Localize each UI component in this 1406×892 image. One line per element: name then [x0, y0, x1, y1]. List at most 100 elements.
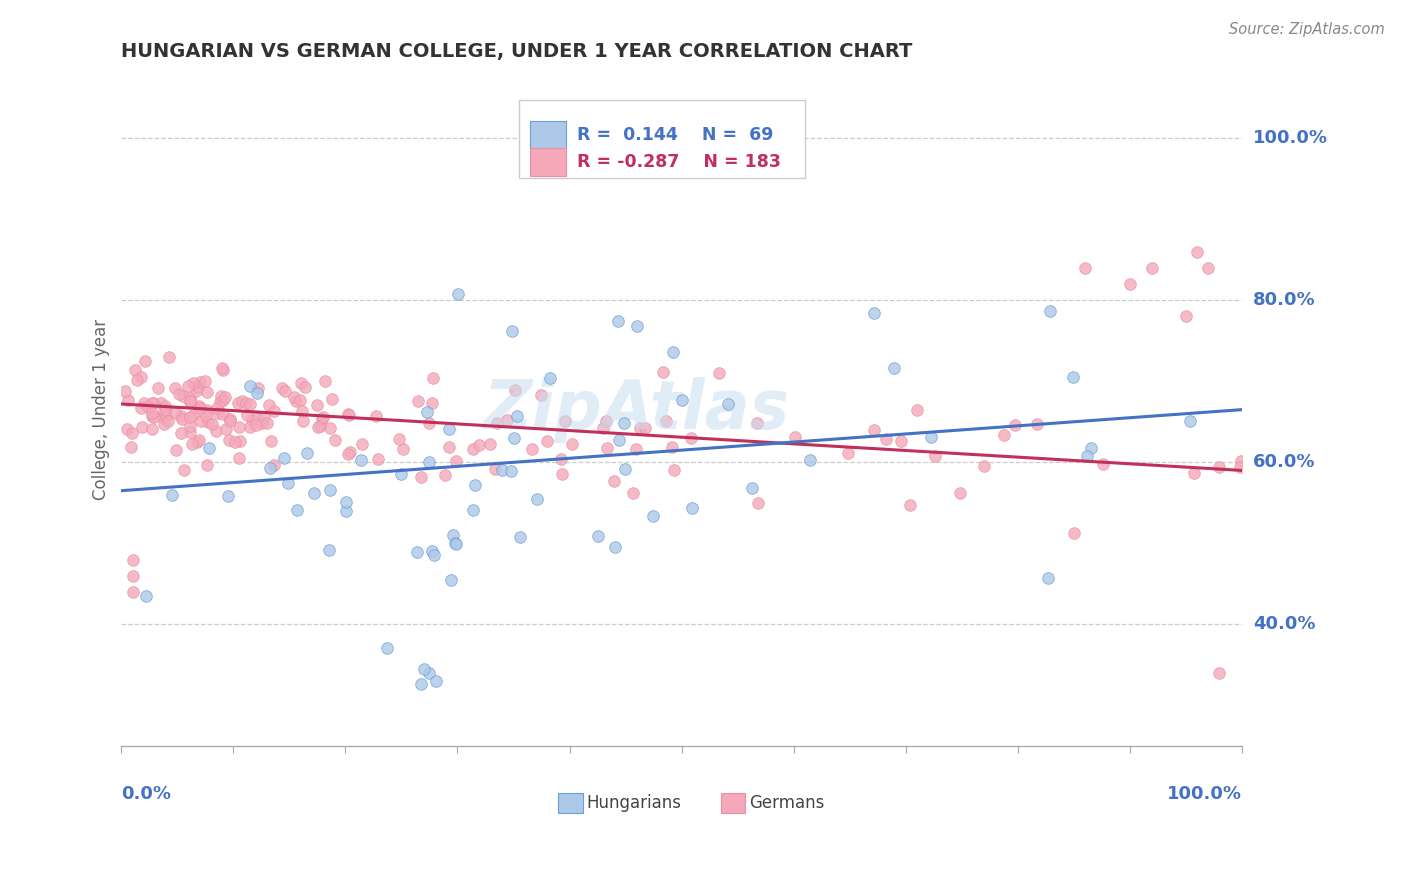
- Germans: [172, 389, 194, 403]
- Germans: [177, 379, 200, 393]
- Hungarians: [197, 441, 219, 455]
- Germans: [188, 401, 211, 415]
- Hungarians: [446, 537, 468, 551]
- Germans: [655, 414, 678, 428]
- Hungarians: [444, 535, 467, 549]
- Germans: [186, 434, 208, 449]
- Germans: [153, 417, 176, 432]
- Germans: [180, 395, 202, 409]
- Germans: [201, 417, 224, 431]
- Hungarians: [1178, 414, 1201, 428]
- Germans: [131, 419, 153, 434]
- Hungarians: [503, 431, 526, 445]
- Germans: [215, 422, 238, 436]
- Germans: [603, 474, 626, 488]
- Hungarians: [509, 530, 531, 544]
- Germans: [240, 413, 263, 427]
- Germans: [337, 446, 360, 460]
- Hungarians: [420, 544, 443, 558]
- Germans: [263, 458, 285, 472]
- Germans: [496, 413, 519, 427]
- Germans: [418, 416, 440, 430]
- Germans: [530, 388, 553, 402]
- Hungarians: [1062, 370, 1084, 384]
- Germans: [181, 376, 204, 390]
- Germans: [125, 373, 148, 387]
- Germans: [231, 393, 253, 408]
- Germans: [596, 441, 619, 455]
- Germans: [239, 419, 262, 434]
- Germans: [179, 419, 201, 434]
- Germans: [236, 409, 259, 423]
- Hungarians: [1038, 571, 1060, 585]
- Germans: [434, 467, 457, 482]
- Text: R =  0.144    N =  69: R = 0.144 N = 69: [578, 126, 773, 145]
- Germans: [550, 452, 572, 467]
- Germans: [479, 437, 502, 451]
- Germans: [165, 442, 187, 457]
- Germans: [250, 416, 273, 430]
- Germans: [218, 433, 240, 447]
- Germans: [141, 406, 163, 420]
- Germans: [307, 420, 329, 434]
- Germans: [229, 434, 252, 449]
- Text: Germans: Germans: [749, 794, 824, 812]
- Hungarians: [277, 475, 299, 490]
- Hungarians: [405, 545, 427, 559]
- Germans: [890, 434, 912, 449]
- Germans: [707, 366, 730, 380]
- Germans: [311, 412, 333, 426]
- Germans: [783, 429, 806, 443]
- Germans: [121, 585, 143, 599]
- Germans: [224, 434, 246, 449]
- Hungarians: [423, 549, 446, 563]
- Text: 80.0%: 80.0%: [1253, 292, 1316, 310]
- Hungarians: [586, 529, 609, 543]
- Germans: [155, 400, 177, 414]
- Hungarians: [162, 488, 184, 502]
- Germans: [209, 395, 232, 409]
- Germans: [212, 407, 235, 421]
- Germans: [652, 365, 675, 379]
- Germans: [747, 495, 769, 509]
- Germans: [446, 454, 468, 468]
- Germans: [257, 398, 280, 412]
- Hungarians: [717, 397, 740, 411]
- Germans: [949, 486, 972, 500]
- Germans: [153, 405, 176, 419]
- Germans: [260, 434, 283, 449]
- Germans: [129, 369, 152, 384]
- Hungarians: [538, 371, 561, 385]
- Germans: [169, 409, 191, 424]
- Germans: [274, 384, 297, 399]
- Germans: [172, 411, 194, 425]
- Text: Source: ZipAtlas.com: Source: ZipAtlas.com: [1229, 22, 1385, 37]
- Germans: [194, 374, 217, 388]
- Germans: [205, 401, 228, 416]
- Text: R = -0.287    N = 183: R = -0.287 N = 183: [578, 153, 782, 171]
- Germans: [898, 499, 921, 513]
- Hungarians: [440, 573, 463, 587]
- Germans: [283, 390, 305, 404]
- Text: 0.0%: 0.0%: [121, 785, 172, 803]
- Germans: [1174, 310, 1197, 324]
- Text: Hungarians: Hungarians: [586, 794, 682, 812]
- Germans: [1091, 457, 1114, 471]
- Germans: [290, 376, 312, 390]
- Text: HUNGARIAN VS GERMAN COLLEGE, UNDER 1 YEAR CORRELATION CHART: HUNGARIAN VS GERMAN COLLEGE, UNDER 1 YEA…: [121, 42, 912, 61]
- Hungarians: [415, 405, 437, 419]
- Germans: [114, 384, 136, 398]
- Germans: [1185, 244, 1208, 259]
- Hungarians: [447, 286, 470, 301]
- Hungarians: [418, 666, 440, 681]
- Germans: [561, 437, 583, 451]
- Germans: [214, 390, 236, 404]
- Germans: [621, 485, 644, 500]
- Germans: [1004, 417, 1026, 432]
- Germans: [197, 415, 219, 429]
- Hungarians: [491, 463, 513, 477]
- Hungarians: [1039, 303, 1062, 318]
- Hungarians: [259, 460, 281, 475]
- Germans: [662, 463, 685, 477]
- Germans: [131, 401, 153, 415]
